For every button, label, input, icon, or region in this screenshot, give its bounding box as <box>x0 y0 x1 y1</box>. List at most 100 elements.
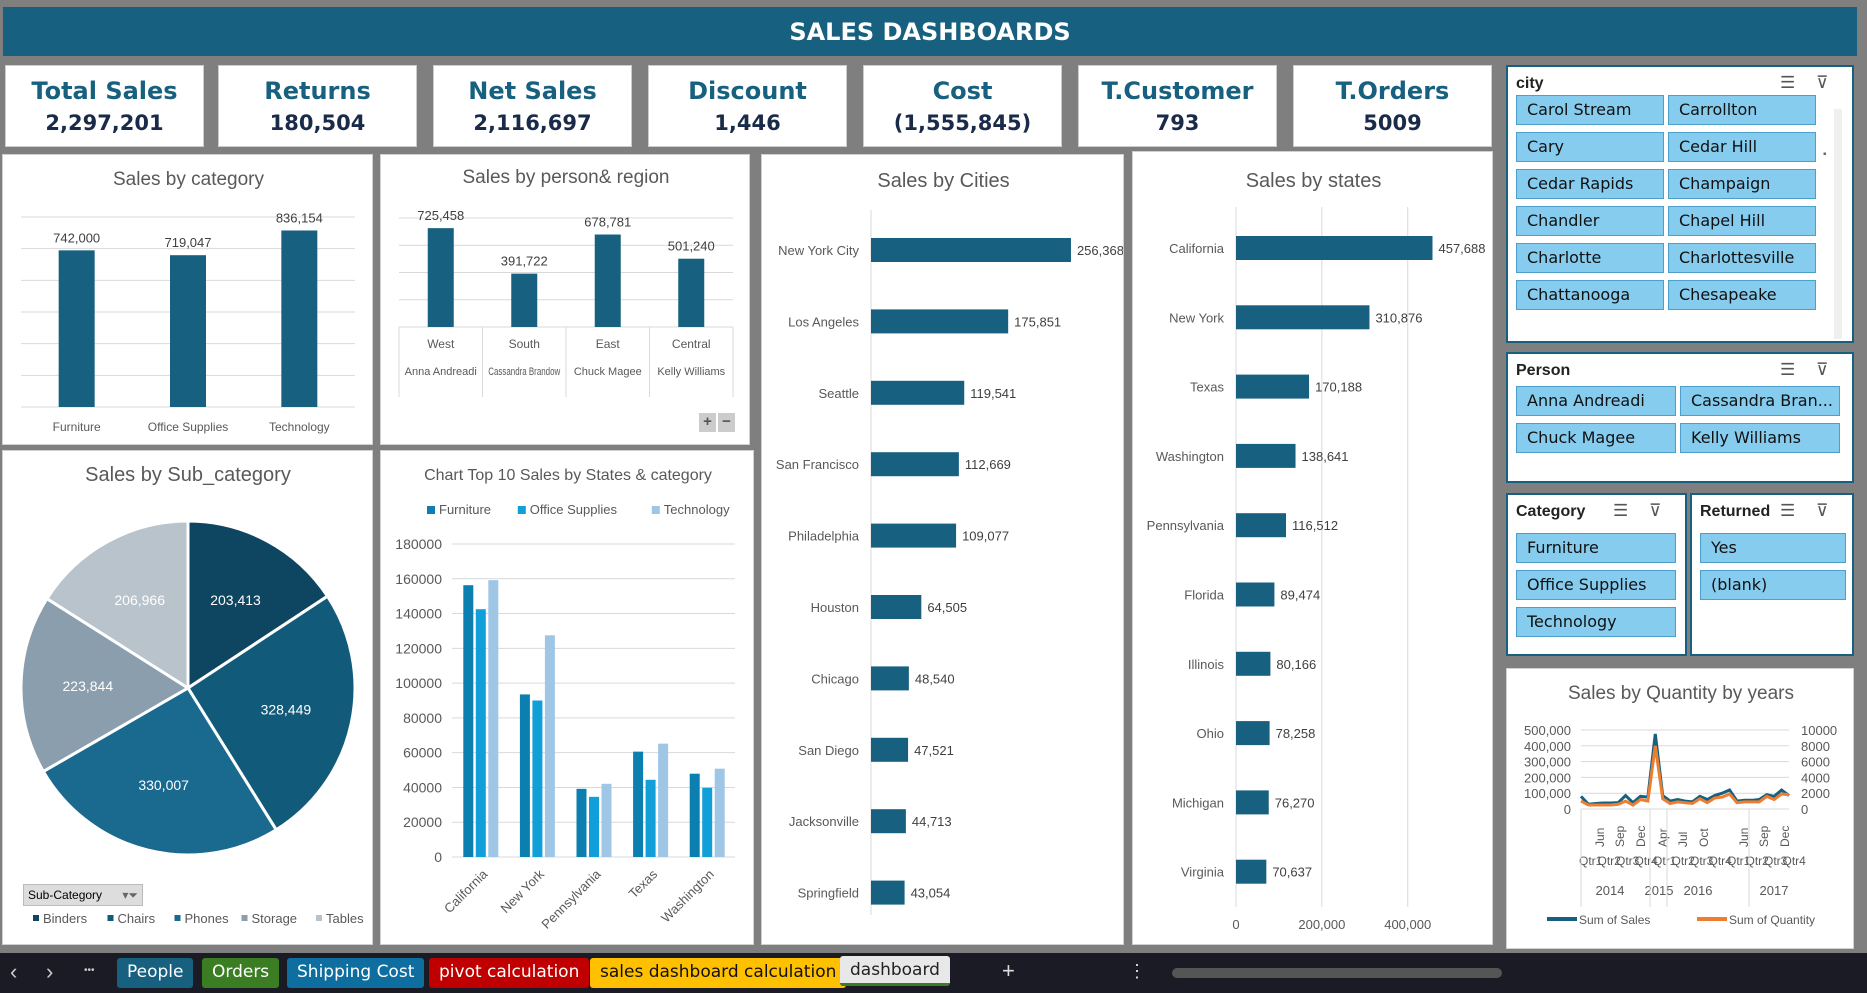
bar-new-york <box>532 700 543 857</box>
sheet-options-button[interactable]: ⋮ <box>1128 961 1146 981</box>
month-label: Jun <box>1593 828 1607 847</box>
kpi-value: 1,446 <box>714 111 781 135</box>
legend-label: Tables <box>326 911 364 926</box>
slicer-item[interactable]: Furniture <box>1516 533 1676 563</box>
slicer-item[interactable]: Anna Andreadi <box>1516 386 1676 416</box>
slicer-item[interactable]: Chandler <box>1516 206 1664 236</box>
bar-furniture <box>58 250 95 407</box>
bar <box>871 737 909 762</box>
pie-slice-tables <box>44 519 190 691</box>
slicer-item[interactable]: Cedar Hill <box>1668 132 1816 162</box>
slicer-title: Category <box>1516 503 1586 520</box>
subcategory-filter-button[interactable]: Sub-Category ▾⏷ <box>23 884 143 906</box>
data-label: 457,688 <box>1438 241 1485 256</box>
multi-select-icon[interactable]: ☰ <box>1780 501 1796 520</box>
slicer-item[interactable]: Cary <box>1516 132 1664 162</box>
slicer-item[interactable]: Charlottesville <box>1668 243 1816 273</box>
bar-technology <box>281 230 318 407</box>
chart-sales-by-category[interactable]: Sales by category 742,000 Furniture 719,047… <box>2 154 373 445</box>
clear-filter-icon[interactable]: ⊽ <box>1816 501 1829 520</box>
chart-sales-by-subcategory[interactable]: Sales by Sub_category 203,413 328,449 330,0… <box>2 450 373 945</box>
slicer-item[interactable]: Carol Stream <box>1516 95 1664 125</box>
slicer-item[interactable]: Chuck Magee <box>1516 423 1676 453</box>
month-label: Jun <box>1737 828 1751 847</box>
quarter-label: Qtr2 <box>1746 854 1770 868</box>
chart-sales-by-quantity-years[interactable]: Sales by Quantity by years 0 0 100,000 2000 2… <box>1506 668 1854 949</box>
more-sheets-button[interactable]: ••• <box>84 965 95 976</box>
multi-select-icon[interactable]: ☰ <box>1780 360 1796 379</box>
y2-tick-label: 6000 <box>1801 755 1830 770</box>
category-label: Houston <box>811 600 859 615</box>
clear-filter-icon[interactable]: ⊽ <box>1816 360 1829 379</box>
add-sheet-button[interactable]: + <box>1002 958 1015 983</box>
slicer-category[interactable]: Category ☰ ⊽ Furniture Office Supplies Techno… <box>1506 493 1687 656</box>
clear-filter-icon[interactable]: ⊽ <box>1649 501 1662 520</box>
horizontal-scrollbar[interactable] <box>1172 968 1502 978</box>
next-sheet-button[interactable]: › <box>46 959 54 984</box>
chart-top10-states-category[interactable]: Chart Top 10 Sales by States & category F… <box>380 450 754 945</box>
y-tick-label: 500,000 <box>1524 723 1571 738</box>
month-label: Jul <box>1676 832 1690 847</box>
chart-title: Sales by Cities <box>877 170 1009 192</box>
chart-sales-by-cities[interactable]: Sales by Cities New York City 256,368 Los A… <box>761 154 1124 945</box>
slicer-item[interactable]: Kelly Williams <box>1680 423 1840 453</box>
bar <box>871 880 905 905</box>
data-label: 206,966 <box>114 592 165 608</box>
subcategory-filter-label: Sub-Category <box>28 888 103 902</box>
slicer-item[interactable]: Chapel Hill <box>1668 206 1816 236</box>
sheet-tab-shipping-cost[interactable]: Shipping Cost <box>287 958 425 988</box>
slicer-title: city <box>1516 75 1544 92</box>
prev-sheet-button[interactable]: ‹ <box>10 959 18 984</box>
chart-title: Sales by Quantity by years <box>1568 683 1794 704</box>
slicer-item[interactable]: Champaign <box>1668 169 1816 199</box>
sheet-tab-people[interactable]: People <box>117 958 194 988</box>
zoom-out-button[interactable]: − <box>718 413 735 432</box>
legend-label: Sum of Quantity <box>1729 913 1815 927</box>
quarter-label: Qtr3 <box>1616 854 1640 868</box>
slicer-city[interactable]: city ☰ ⊽ Carol Stream Carrollton Cary Cedar Hi… <box>1506 65 1854 343</box>
slicer-item[interactable]: Office Supplies <box>1516 570 1676 600</box>
category-label: San Diego <box>798 743 859 758</box>
slicer-item[interactable]: Chesapeake <box>1668 280 1816 310</box>
slicer-returned[interactable]: Returned ☰ ⊽ Yes (blank) <box>1690 493 1854 656</box>
slicer-item[interactable]: Carrollton <box>1668 95 1816 125</box>
multi-select-icon[interactable]: ☰ <box>1780 73 1796 92</box>
bar <box>871 309 1009 334</box>
zoom-in-button[interactable]: + <box>699 413 716 432</box>
sheet-tab-orders[interactable]: Orders <box>202 958 280 988</box>
month-label: Dec <box>1634 826 1648 847</box>
slicer-item[interactable]: Charlotte <box>1516 243 1664 273</box>
data-label: 203,413 <box>210 592 261 608</box>
chart-svg: Sales by category 742,000 Furniture 719,047… <box>21 169 355 434</box>
sheet-tab-sales-dashboard-calculation[interactable]: sales dashboard calculation <box>590 958 847 988</box>
multi-select-icon[interactable]: ☰ <box>1613 501 1629 520</box>
slicer-item[interactable]: Cedar Rapids <box>1516 169 1664 199</box>
kpi-card-cost: Cost (1,555,845) <box>863 65 1062 147</box>
slicer-item[interactable]: Cassandra Bran... <box>1680 386 1840 416</box>
slicer-item[interactable]: Chattanooga <box>1516 280 1664 310</box>
kpi-label: Discount <box>688 77 807 105</box>
slicer-title: Person <box>1516 362 1571 379</box>
category-label: Philadelphia <box>788 529 860 544</box>
data-label: 223,844 <box>63 678 114 694</box>
clear-filter-icon[interactable]: ⊽ <box>1816 73 1829 92</box>
chart-sales-by-person-region[interactable]: Sales by person& region 725,458 West Anna A… <box>380 154 750 445</box>
pie-slice-binders <box>186 519 330 691</box>
data-label: 836,154 <box>276 210 323 225</box>
city-scrollbar[interactable] <box>1834 109 1842 339</box>
slicer-item[interactable]: Technology <box>1516 607 1676 637</box>
chart-title: Sales by states <box>1246 170 1382 192</box>
data-label: 44,713 <box>912 814 952 829</box>
kpi-value: 2,116,697 <box>473 111 592 135</box>
legend-label: Binders <box>43 911 88 926</box>
y-tick-label: 60000 <box>403 745 442 761</box>
chart-sales-by-states[interactable]: Sales by states 0 200,000 400,000 California… <box>1132 151 1493 945</box>
pie-slice-phones <box>41 685 279 857</box>
city-scrollbar-thumb[interactable]: ▪ <box>1823 149 1827 160</box>
slicer-item[interactable]: Yes <box>1700 533 1846 563</box>
slicer-person[interactable]: Person ☰ ⊽ Anna Andreadi Cassandra Bran... Ch… <box>1506 352 1854 483</box>
sheet-tab-dashboard[interactable]: dashboard <box>840 956 950 986</box>
slicer-item[interactable]: (blank) <box>1700 570 1846 600</box>
sheet-tab-pivot-calculation[interactable]: pivot calculation <box>429 958 590 988</box>
